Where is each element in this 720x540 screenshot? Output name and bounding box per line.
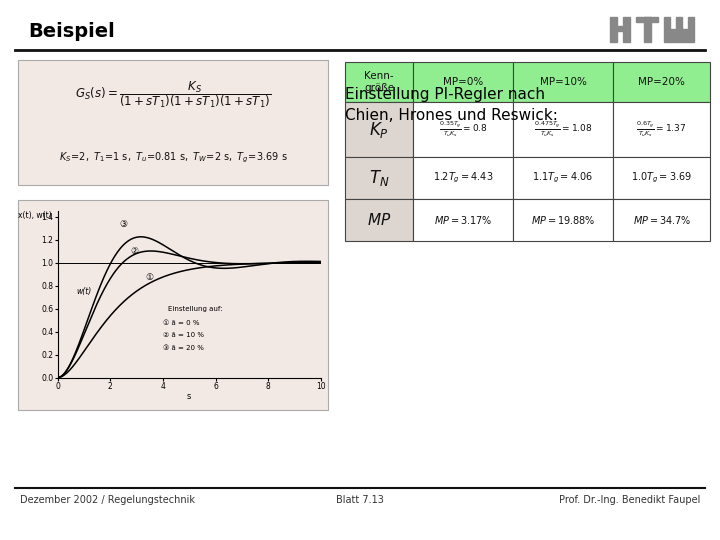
Text: Prof. Dr.-Ing. Benedikt Faupel: Prof. Dr.-Ing. Benedikt Faupel	[559, 495, 700, 505]
Bar	[664, 17, 670, 42]
Bar	[345, 157, 413, 199]
Text: $\frac{0.35T_g}{T_u K_s}=0.8$: $\frac{0.35T_g}{T_u K_s}=0.8$	[438, 120, 487, 139]
Text: ③ ã = 20 %: ③ ã = 20 %	[163, 345, 204, 351]
Bar	[18, 200, 328, 410]
Text: x(t), w(t): x(t), w(t)	[18, 211, 52, 220]
Bar	[513, 62, 613, 102]
Text: Dezember 2002 / Regelungstechnik: Dezember 2002 / Regelungstechnik	[20, 495, 195, 505]
Bar	[682, 29, 688, 42]
Bar	[644, 17, 651, 42]
Text: Blatt 7.13: Blatt 7.13	[336, 495, 384, 505]
Bar	[688, 17, 694, 42]
Text: $\frac{0.6T_g}{T_u K_s}=1.37$: $\frac{0.6T_g}{T_u K_s}=1.37$	[636, 120, 687, 139]
Text: $MP = 34.7\%$: $MP = 34.7\%$	[633, 214, 690, 226]
Bar	[636, 17, 658, 22]
Bar	[345, 199, 413, 241]
Bar	[610, 17, 617, 42]
Text: ② ã = 10 %: ② ã = 10 %	[163, 332, 204, 339]
Text: $K_S\!=\!2,\ T_1\!=\!1\ \mathrm{s},\ T_u\!=\!0.81\ \mathrm{s},\ T_W\!=\!2\ \math: $K_S\!=\!2,\ T_1\!=\!1\ \mathrm{s},\ T_u…	[58, 150, 287, 165]
Text: $MP$: $MP$	[366, 212, 391, 228]
Text: $1.2T_g = 4.43$: $1.2T_g = 4.43$	[433, 171, 493, 185]
Text: MP=10%: MP=10%	[539, 77, 586, 87]
Text: $MP = 19.88\%$: $MP = 19.88\%$	[531, 214, 595, 226]
Text: $G_S(s) = \dfrac{K_S}{(1+sT_1)(1+sT_1)(1+sT_1)}$: $G_S(s) = \dfrac{K_S}{(1+sT_1)(1+sT_1)(1…	[75, 79, 271, 111]
Bar	[613, 62, 710, 102]
Text: $1.0T_g = 3.69$: $1.0T_g = 3.69$	[631, 171, 692, 185]
Text: Beispiel: Beispiel	[28, 22, 114, 41]
Bar	[613, 102, 710, 157]
Text: Einstellung auf:: Einstellung auf:	[168, 306, 222, 312]
Bar	[413, 157, 513, 199]
Bar	[613, 199, 710, 241]
Text: ③: ③	[120, 220, 127, 229]
Text: ① ã = 0 %: ① ã = 0 %	[163, 320, 199, 326]
Text: $K_P$: $K_P$	[369, 119, 389, 139]
Bar	[513, 157, 613, 199]
Text: $1.1T_g = 4.06$: $1.1T_g = 4.06$	[533, 171, 593, 185]
Bar	[18, 60, 328, 185]
Bar	[345, 102, 413, 157]
Bar	[413, 62, 513, 102]
Text: $T_N$: $T_N$	[369, 168, 390, 188]
Text: MP=0%: MP=0%	[443, 77, 483, 87]
X-axis label: s: s	[187, 392, 192, 401]
Text: $\frac{0.475T_g}{T_u K_s}=1.08$: $\frac{0.475T_g}{T_u K_s}=1.08$	[534, 120, 593, 139]
Text: Einstellung PI-Regler nach
Chien, Hrones und Reswick:: Einstellung PI-Regler nach Chien, Hrones…	[345, 87, 558, 123]
Bar	[413, 102, 513, 157]
Bar	[513, 102, 613, 157]
Text: ①: ①	[145, 273, 154, 282]
Bar	[676, 17, 682, 42]
Bar	[513, 199, 613, 241]
Text: Kenn-
größe: Kenn- größe	[364, 71, 394, 93]
Bar	[623, 17, 630, 42]
Bar	[345, 62, 413, 102]
Text: w(t): w(t)	[76, 287, 91, 295]
Bar	[617, 26, 623, 31]
Bar	[413, 199, 513, 241]
Bar	[670, 29, 676, 42]
Text: ②: ②	[130, 247, 138, 255]
Text: MP=20%: MP=20%	[638, 77, 685, 87]
Bar	[613, 157, 710, 199]
Text: $MP = 3.17\%$: $MP = 3.17\%$	[433, 214, 492, 226]
